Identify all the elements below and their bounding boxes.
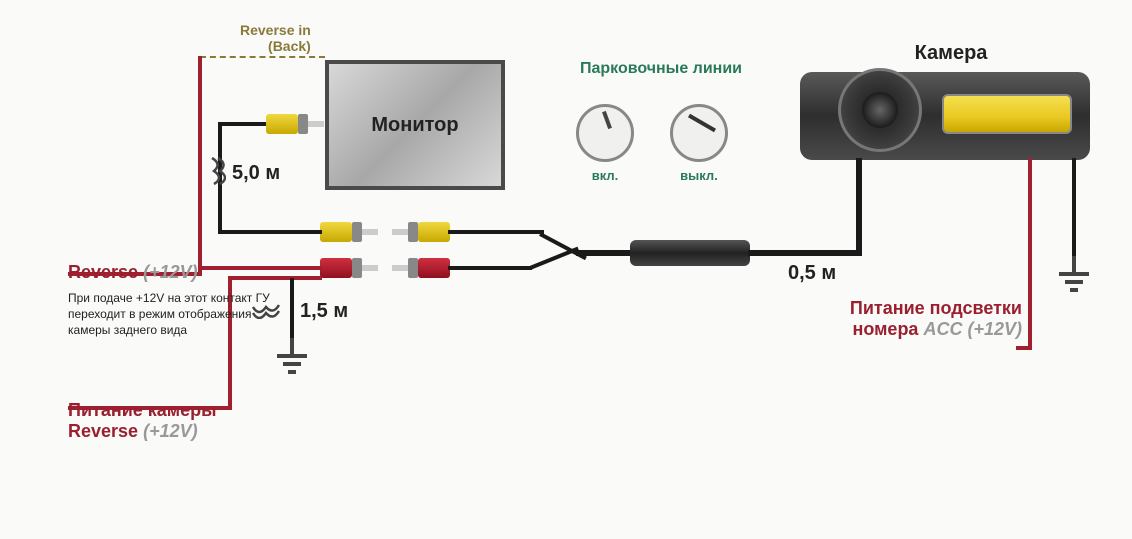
rca-yellow-female-right bbox=[392, 222, 450, 242]
wire-red-left-stub bbox=[198, 266, 322, 270]
wire-power-cam-stub bbox=[228, 276, 322, 280]
power-cam-line2b: (+12V) bbox=[143, 421, 198, 441]
wire-to-junction bbox=[576, 250, 632, 256]
wire-camera-ground bbox=[1072, 158, 1076, 258]
dial-on-label: вкл. bbox=[576, 168, 634, 183]
wire-coupling-ground bbox=[290, 278, 294, 340]
length-1-5m: 1,5 м bbox=[300, 300, 348, 323]
monitor-block: Монитор bbox=[325, 60, 505, 190]
reverse-volt: (+12V) bbox=[143, 262, 198, 282]
power-cam-line2a: Reverse bbox=[68, 421, 138, 441]
wire-camera-power-h bbox=[1016, 346, 1032, 350]
ground-icon-coupling bbox=[277, 354, 307, 380]
rca-yellow-male-left bbox=[320, 222, 378, 242]
dial-off bbox=[670, 104, 728, 162]
rca-red-female-right bbox=[392, 258, 450, 278]
wire-camera-tail-v bbox=[856, 158, 862, 256]
wire-monitor-video-stub bbox=[218, 122, 268, 126]
wire-pair-out-bot bbox=[448, 266, 532, 270]
wire-camera-tail-h bbox=[748, 250, 860, 256]
wire-yellow-left-stub bbox=[218, 230, 322, 234]
wire-pair-out-top bbox=[448, 230, 544, 234]
camera-light-icon bbox=[942, 94, 1072, 134]
power-cam-line1: Питание камеры bbox=[68, 400, 217, 421]
rca-red-male-left bbox=[320, 258, 378, 278]
rca-yellow-monitor bbox=[266, 114, 324, 134]
reverse-in-label: Reverse in (Back) bbox=[240, 22, 311, 54]
camera-label: Камера bbox=[836, 42, 1066, 65]
monitor-label: Монитор bbox=[371, 114, 458, 137]
length-5m: 5,0 м bbox=[232, 162, 280, 185]
power-light-label: Питание подсветки номера ACC (+12V) bbox=[766, 298, 1022, 340]
power-light-line2a: номера bbox=[852, 319, 918, 339]
wire-reverse-vert bbox=[198, 56, 202, 276]
reverse-in-wire bbox=[200, 56, 325, 58]
wire-merge-diag2 bbox=[529, 247, 579, 270]
camera-lens-inner-icon bbox=[862, 92, 898, 128]
reverse-word: Reverse bbox=[68, 262, 138, 282]
junction-tube bbox=[630, 240, 750, 266]
power-light-line1: Питание подсветки bbox=[766, 298, 1022, 319]
power-light-line2b: ACC (+12V) bbox=[923, 319, 1022, 339]
ground-icon-camera bbox=[1059, 272, 1089, 298]
length-0-5m: 0,5 м bbox=[788, 262, 836, 285]
parking-lines-title: Парковочные линии bbox=[576, 60, 746, 78]
reverse-12v-label: Reverse (+12V) bbox=[68, 262, 198, 283]
dial-on bbox=[576, 104, 634, 162]
dial-off-label: выкл. bbox=[670, 168, 728, 183]
wire-camera-power-v bbox=[1028, 158, 1032, 350]
break-mark-5m bbox=[210, 156, 226, 186]
power-camera-label: Питание камеры Reverse (+12V) bbox=[68, 400, 217, 442]
reverse-note: При подаче +12V на этот контакт ГУ перех… bbox=[68, 290, 288, 339]
